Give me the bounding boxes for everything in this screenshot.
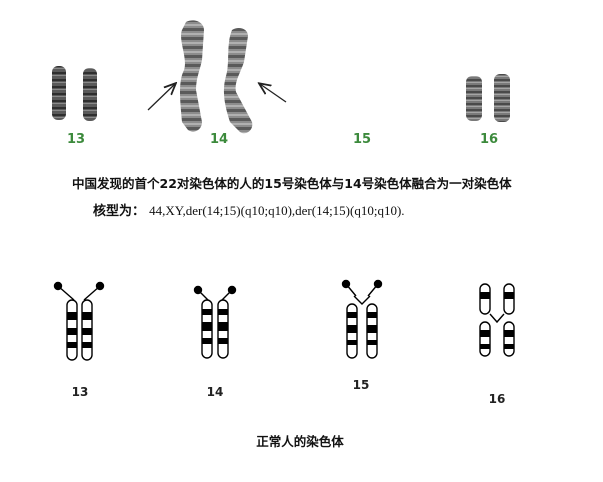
photo-label-16: 16 xyxy=(480,132,498,147)
ideogram-label-13: 13 xyxy=(72,385,89,399)
photo-chromosome-16-pair xyxy=(466,74,510,122)
photo-chromosome-14-fused-pair xyxy=(180,20,253,134)
ideogram-label-14: 14 xyxy=(207,385,224,399)
arrow-icon xyxy=(147,84,175,111)
ideogram-chromosome-13 xyxy=(53,281,105,361)
caption-main: 中国发现的首个22对染色体的人的15号染色体与14号染色体融合为一对染色体 xyxy=(72,176,512,191)
ideogram-label-16: 16 xyxy=(489,392,506,406)
ideogram-chromosome-14 xyxy=(193,285,237,359)
photo-label-14: 14 xyxy=(210,132,228,147)
karyotype-value: 44,XY,der(14;15)(q10;q10),der(14;15)(q10… xyxy=(149,203,404,218)
photo-label-15: 15 xyxy=(353,132,371,147)
arrow-icon xyxy=(260,84,287,103)
photo-chromosome-13-pair xyxy=(52,66,97,121)
karyotype-label: 核型为： xyxy=(93,203,145,219)
karyotype-line: 核型为： 44,XY,der(14;15)(q10;q10),der(14;15… xyxy=(93,203,405,219)
photo-label-13: 13 xyxy=(67,132,85,147)
ideogram-chromosome-15 xyxy=(341,279,383,359)
ideogram-label-15: 15 xyxy=(353,378,370,392)
caption-normal: 正常人的染色体 xyxy=(256,434,344,449)
ideogram-chromosome-16 xyxy=(479,283,515,357)
